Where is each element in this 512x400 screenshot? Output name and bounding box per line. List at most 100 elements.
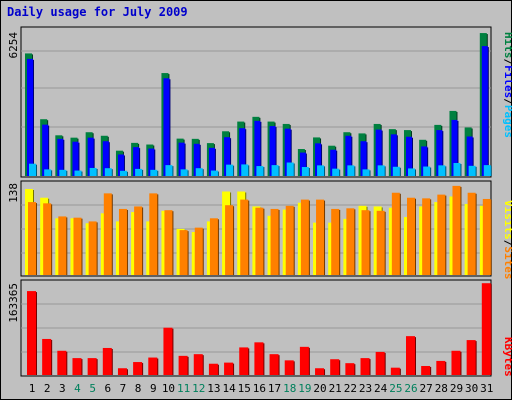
pages-bar-23-fill <box>362 169 370 176</box>
kbytes-bar-3-fill <box>57 350 67 375</box>
pages-bar-4 <box>74 170 83 176</box>
files-bar-4-fill <box>72 141 79 176</box>
kbytes-bar-24 <box>375 351 386 375</box>
kbytes-bar-10 <box>163 327 174 375</box>
files-bar-5-fill <box>87 137 94 176</box>
sites-bar-24 <box>376 210 386 275</box>
sites-bar-21 <box>331 208 341 275</box>
pages-bar-3-fill <box>59 169 67 176</box>
kbytes-bar-11 <box>178 355 189 375</box>
files-bar-13-fill <box>208 147 215 176</box>
kbytes-bar-1-fill <box>27 291 36 375</box>
kbytes-bar-22-fill <box>345 363 355 375</box>
pages-bar-29-fill <box>453 162 461 176</box>
kbytes-bar-30 <box>466 340 477 375</box>
files-bar-23-fill <box>360 141 367 176</box>
files-bar-19-fill <box>299 152 306 176</box>
files-bar-9 <box>148 148 156 176</box>
pages-bar-28-fill <box>438 165 446 176</box>
pages-bar-16 <box>256 166 265 176</box>
files-bar-25-fill <box>390 134 397 176</box>
files-bar-21 <box>330 149 338 176</box>
sites-bar-8-fill <box>134 206 143 275</box>
sites-bar-5 <box>88 221 98 275</box>
pages-bar-13-fill <box>210 170 218 176</box>
pages-bar-24-fill <box>377 165 385 176</box>
legend-top: Hits/Files/Pages <box>502 32 512 138</box>
files-bar-1 <box>27 58 34 176</box>
x-tick-label-17: 17 <box>268 382 281 395</box>
kbytes-bar-25 <box>390 367 401 375</box>
pages-bar-30-fill <box>468 165 476 176</box>
pages-bar-26 <box>408 168 416 176</box>
sites-bar-23 <box>361 210 371 275</box>
kbytes-bar-12 <box>193 354 204 375</box>
kbytes-bar-1 <box>27 291 37 375</box>
pages-bar-25-fill <box>392 166 400 176</box>
kbytes-bar-27 <box>421 365 432 375</box>
pages-bar-13 <box>210 170 219 176</box>
files-bar-7 <box>117 154 125 176</box>
sites-bar-9 <box>149 193 159 275</box>
kbytes-bar-18-fill <box>284 360 294 375</box>
x-tick-label-2: 2 <box>44 382 51 395</box>
sites-bar-6-fill <box>103 193 112 275</box>
pages-bar-21-fill <box>332 168 340 176</box>
files-bar-6-fill <box>102 141 109 176</box>
svg-text:Visits/Sites: Visits/Sites <box>502 200 512 280</box>
svg-text:KBytes: KBytes <box>502 337 512 377</box>
kbytes-bar-21-fill <box>330 359 340 375</box>
files-bar-11 <box>178 142 186 176</box>
x-tick-label-10: 10 <box>162 382 175 395</box>
x-tick-label-13: 13 <box>207 382 220 395</box>
sites-bar-26 <box>407 197 416 275</box>
kbytes-bar-9-fill <box>148 357 158 375</box>
files-bar-20 <box>315 143 323 176</box>
x-tick-label-6: 6 <box>104 382 111 395</box>
kbytes-bar-15-fill <box>239 347 249 375</box>
pages-bar-30 <box>468 165 477 176</box>
files-bar-10 <box>163 78 171 176</box>
kbytes-bar-14 <box>224 362 235 375</box>
files-bar-26 <box>406 136 413 176</box>
pages-bar-31-fill <box>483 165 491 176</box>
sites-bar-31-fill <box>482 198 491 275</box>
sites-bar-26-fill <box>407 197 415 275</box>
legend-pages: Pages <box>502 105 512 138</box>
files-bar-8 <box>133 147 141 176</box>
files-bar-26-fill <box>406 136 412 176</box>
kbytes-bar-22 <box>345 363 356 375</box>
sites-bar-3 <box>58 216 68 275</box>
files-bar-6 <box>102 141 110 176</box>
pages-bar-7 <box>119 170 128 176</box>
pages-bar-7-fill <box>119 170 127 176</box>
files-bar-13 <box>208 147 216 176</box>
sites-bar-22 <box>346 208 356 275</box>
y-max-label-top: 6254 <box>7 32 20 59</box>
sites-bar-5-fill <box>88 221 97 275</box>
sites-bar-27-fill <box>422 198 431 275</box>
x-tick-label-16: 16 <box>253 382 266 395</box>
kbytes-bar-19-fill <box>299 346 309 375</box>
pages-bar-11 <box>180 169 189 176</box>
kbytes-bar-15 <box>239 347 250 375</box>
kbytes-bar-26-fill <box>406 336 415 375</box>
x-tick-label-11: 11 <box>177 382 190 395</box>
pages-bar-2-fill <box>44 169 52 176</box>
pages-bar-29 <box>453 162 462 176</box>
pages-bar-5-fill <box>89 167 97 176</box>
files-bar-18 <box>284 128 292 176</box>
pages-bar-24 <box>377 165 386 176</box>
x-tick-label-28: 28 <box>435 382 448 395</box>
sites-bar-15-fill <box>240 199 249 275</box>
sites-bar-6 <box>103 193 113 275</box>
x-tick-label-15: 15 <box>238 382 251 395</box>
files-bar-19 <box>299 152 307 176</box>
files-bar-29-fill <box>451 119 458 176</box>
files-bar-16-fill <box>254 120 261 176</box>
pages-bar-3 <box>59 169 68 176</box>
x-tick-label-29: 29 <box>450 382 463 395</box>
legend-visits: Visits <box>502 200 512 240</box>
files-bar-22-fill <box>345 135 352 176</box>
x-tick-label-26: 26 <box>404 382 417 395</box>
